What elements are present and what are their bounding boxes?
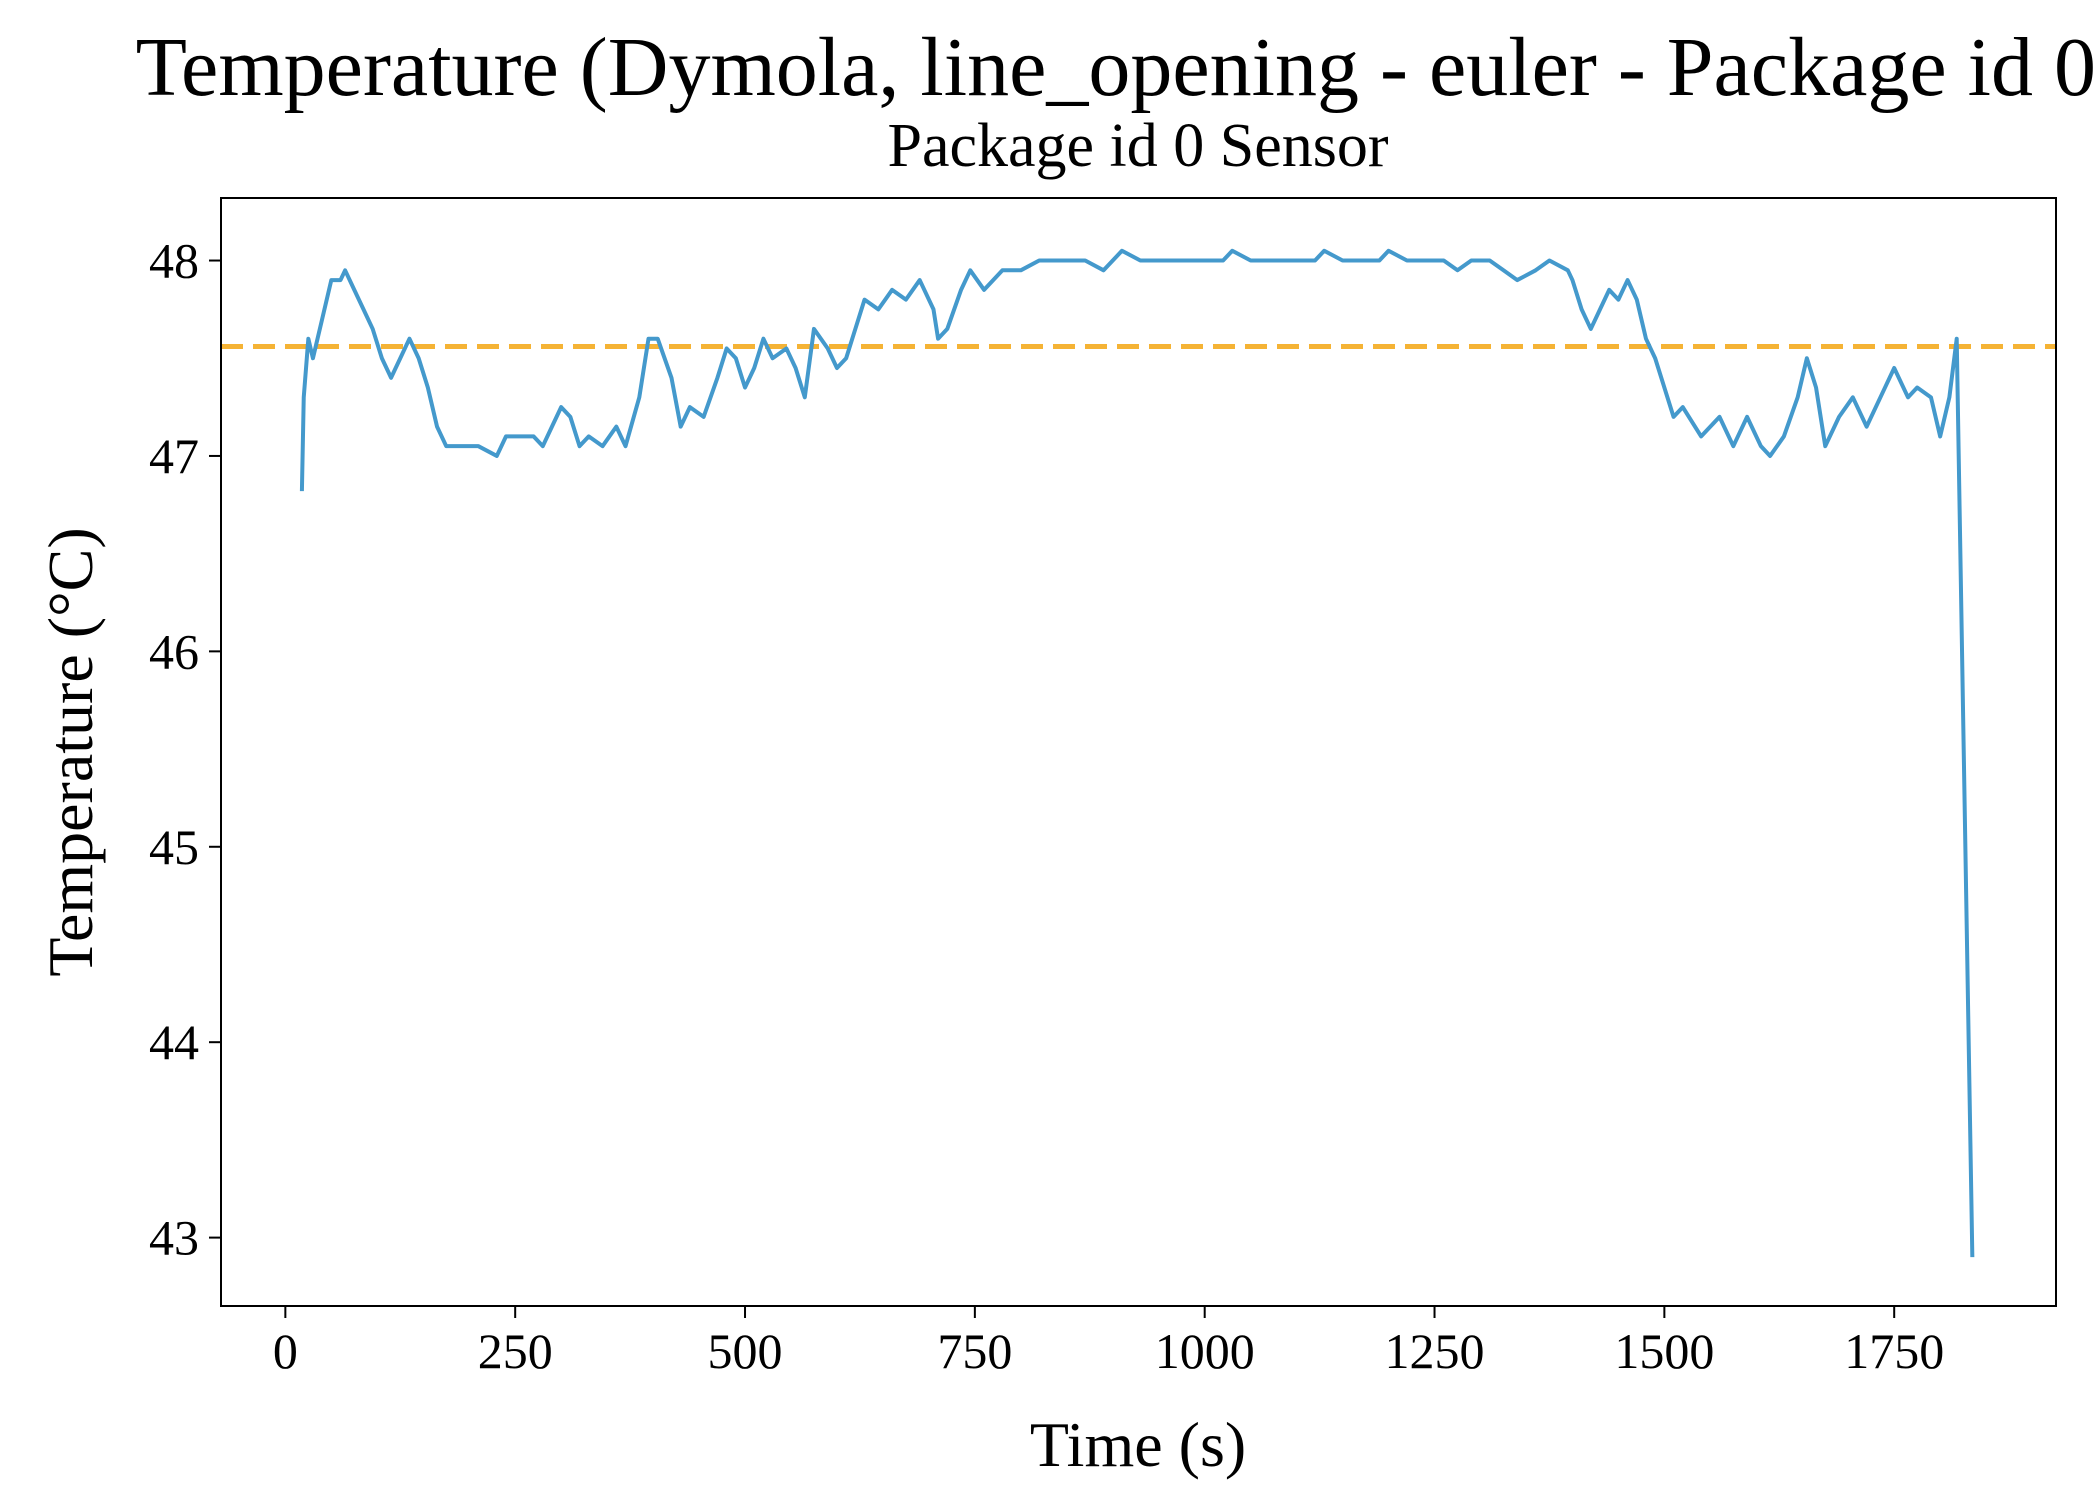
- data-line: [299, 248, 1975, 1258]
- chart-title: Temperature (Dymola, line_opening - eule…: [136, 21, 2096, 114]
- x-tick-label: 1000: [1155, 1323, 1255, 1379]
- x-tick-label: 1250: [1385, 1323, 1485, 1379]
- y-tick-label: 44: [149, 1014, 199, 1070]
- x-tick-label: 0: [273, 1323, 298, 1379]
- x-tick-label: 750: [937, 1323, 1012, 1379]
- y-tick-label: 47: [149, 428, 199, 484]
- x-tick-label: 250: [478, 1323, 553, 1379]
- chart-subtitle: Package id 0 Sensor: [887, 112, 1388, 180]
- y-tick-label: 48: [149, 233, 199, 289]
- y-axis-label: Temperature (°C): [35, 527, 106, 976]
- x-tick-label: 1500: [1614, 1323, 1714, 1379]
- y-tick-label: 43: [149, 1210, 199, 1266]
- plot-frame: [220, 197, 2057, 1307]
- y-tick-label: 46: [149, 623, 199, 679]
- x-tick-label: 500: [708, 1323, 783, 1379]
- y-tick-label: 45: [149, 819, 199, 875]
- x-tick-label: 1750: [1844, 1323, 1944, 1379]
- x-axis-label: Time (s): [1030, 1409, 1246, 1480]
